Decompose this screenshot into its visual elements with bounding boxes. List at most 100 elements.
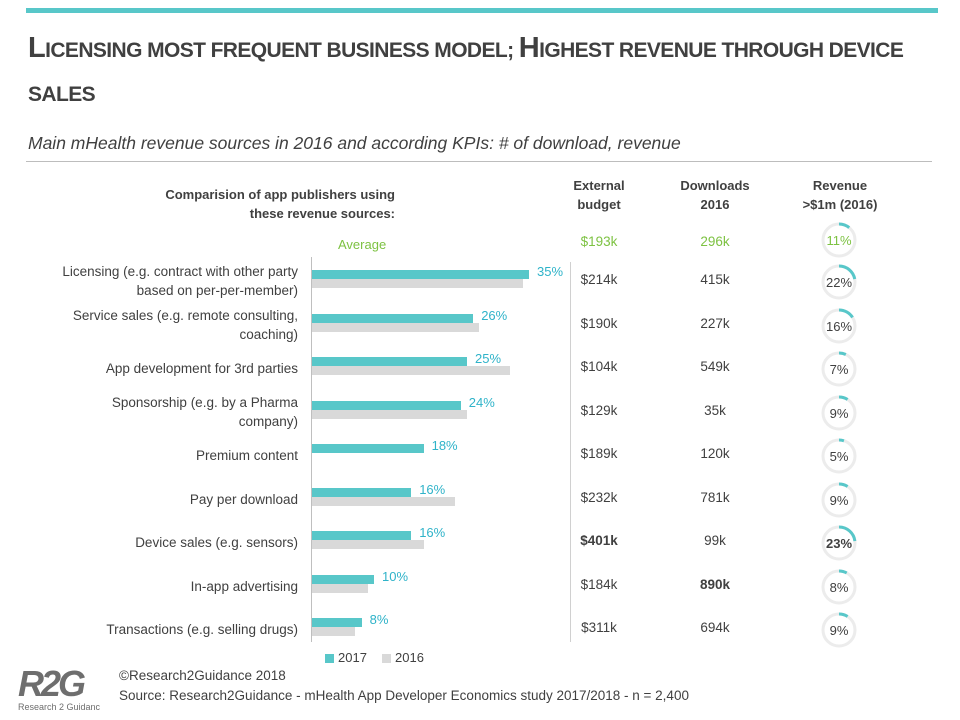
- revenue-donut-arc: [821, 395, 857, 430]
- legend-swatch-2017: [325, 654, 334, 663]
- downloads-cell: 890k: [699, 576, 731, 592]
- downloads-cell: 35k: [704, 402, 726, 418]
- downloads-cell: 120k: [700, 446, 730, 461]
- bar-2016: [312, 627, 356, 636]
- bar-2016: [312, 322, 480, 332]
- bar-2017: [312, 270, 529, 279]
- value-label: 26%: [481, 307, 508, 323]
- revenue-donut: [821, 351, 857, 387]
- revenue-donut: [821, 525, 857, 561]
- bar-2017: [312, 400, 461, 410]
- value-label: 16%: [419, 525, 446, 540]
- revenue-donut-arc: [821, 264, 857, 300]
- revenue-donut-arc: [821, 525, 857, 561]
- budget-cell: $189k: [580, 446, 618, 461]
- average-budget: $193k: [580, 234, 618, 249]
- category-label: App development for 3rd parties: [105, 361, 298, 376]
- category-label: Sponsorship (e.g. by a Pharma company): [111, 394, 298, 429]
- average-revenue-label: 11%: [826, 233, 852, 248]
- revenue-donut: [821, 264, 857, 300]
- budget-cell: $232k: [580, 489, 618, 505]
- budget-cell: $214k: [580, 272, 618, 287]
- budget-cell: $129k: [580, 402, 618, 418]
- value-label: 25%: [475, 351, 502, 366]
- bar-2016: [312, 583, 368, 593]
- r2g-logo: R2G Research 2 Guidance: [18, 663, 100, 712]
- revenue-column-header: Revenue >$1m (2016): [802, 178, 878, 212]
- downloads-cell: 781k: [700, 489, 730, 505]
- category-label: Pay per download: [189, 491, 298, 507]
- value-label: 8%: [369, 612, 389, 627]
- budget-cell: $190k: [580, 315, 618, 331]
- bar-2016: [312, 366, 511, 375]
- downloads-cell: 694k: [700, 620, 730, 635]
- revenue-donut-arc: [821, 308, 857, 343]
- bar-2017: [312, 357, 467, 366]
- logo-mark: R2G: [18, 663, 85, 704]
- average-revenue-donut-arc: [821, 222, 857, 258]
- revenue-label: 7%: [829, 362, 849, 377]
- budget-cell: $401k: [580, 533, 618, 548]
- average-revenue-donut: [821, 222, 857, 258]
- title-part: IGHEST REVENUE THROUGH DEVICE SALES: [28, 39, 904, 106]
- category-label: In-app advertising: [190, 578, 298, 594]
- bar-2017: [312, 444, 424, 453]
- revenue-donut: [821, 308, 857, 343]
- revenue-donut: [821, 482, 857, 517]
- downloads-cell: 99k: [704, 533, 726, 548]
- legend-label-2017: 2017: [338, 650, 367, 665]
- title-part: ICENSING MOST FREQUENT BUSINESS MODEL;: [45, 39, 519, 62]
- title-part: H: [518, 32, 540, 64]
- budget-cell: $311k: [581, 620, 617, 635]
- revenue-donut-arc: [821, 351, 857, 387]
- downloads-cell: 415k: [700, 272, 730, 287]
- revenue-label: 5%: [829, 449, 849, 464]
- revenue-label: 9%: [829, 623, 849, 638]
- value-label: 18%: [431, 438, 458, 453]
- revenue-donut-arc: [821, 569, 857, 604]
- legend-swatch-2016: [382, 654, 391, 663]
- source-text: Source: Research2Guidance - mHealth App …: [119, 688, 689, 703]
- average-downloads: 296k: [700, 234, 730, 249]
- logo-subtext: Research 2 Guidance: [18, 702, 100, 712]
- category-label: Licensing (e.g. contract with other part…: [62, 264, 298, 298]
- revenue-donut: [821, 612, 857, 648]
- revenue-donut-arc: [821, 438, 857, 474]
- budget-cell: $104k: [580, 359, 618, 374]
- revenue-label: 22%: [825, 275, 853, 290]
- title-part: L: [28, 32, 46, 64]
- bar-2017: [312, 574, 374, 584]
- category-label: Premium content: [195, 448, 298, 463]
- revenue-label: 8%: [829, 579, 849, 595]
- category-label: Transactions (e.g. selling drugs): [106, 622, 298, 637]
- bar-2017: [312, 487, 412, 497]
- downloads-column-header: Downloads 2016: [680, 178, 750, 212]
- chart-subtitle: Main mHealth revenue sources in 2016 and…: [28, 133, 681, 153]
- copyright-text: ©Research2Guidance 2018: [119, 668, 286, 683]
- left-column-header: Comparision of app publishers using thes…: [165, 187, 395, 221]
- value-label: 24%: [468, 394, 495, 410]
- legend-label-2016: 2016: [395, 650, 424, 665]
- revenue-donut-arc: [821, 612, 857, 648]
- bar-2017: [312, 313, 474, 323]
- value-label: 16%: [419, 481, 446, 497]
- bar-2017: [312, 531, 412, 540]
- revenue-donut: [821, 438, 857, 474]
- bar-2017: [312, 618, 362, 627]
- subtitle-divider: [26, 161, 932, 162]
- downloads-cell: 227k: [700, 315, 730, 331]
- budget-column-header: External budget: [573, 178, 625, 212]
- revenue-donut: [821, 569, 857, 604]
- category-label: Device sales (e.g. sensors): [135, 535, 298, 550]
- table-divider: [570, 262, 571, 642]
- bar-2016: [312, 540, 424, 549]
- page-title: LICENSING MOST FREQUENT BUSINESS MODEL; …: [28, 26, 928, 117]
- category-label: Service sales (e.g. remote consulting, c…: [72, 307, 298, 342]
- downloads-cell: 549k: [700, 359, 730, 374]
- revenue-label: 9%: [829, 492, 849, 508]
- bar-2016: [312, 409, 467, 419]
- value-label: 35%: [537, 264, 564, 279]
- budget-cell: $184k: [580, 576, 618, 592]
- revenue-label: 9%: [829, 405, 849, 421]
- revenue-donut-arc: [821, 482, 857, 517]
